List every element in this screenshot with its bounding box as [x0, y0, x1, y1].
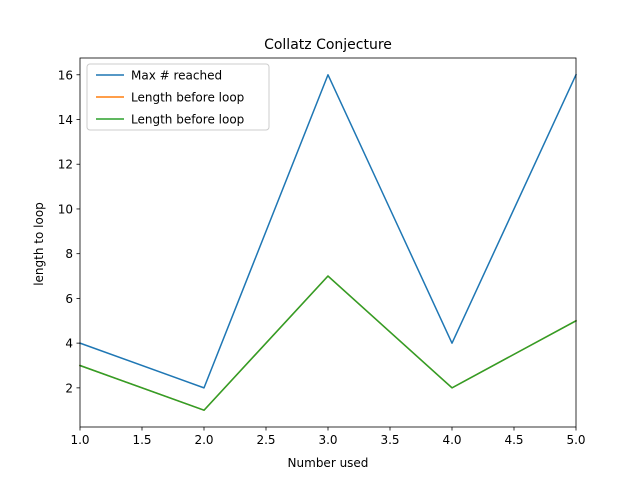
- legend-label: Length before loop: [131, 113, 244, 127]
- y-tick-label: 6: [65, 292, 73, 306]
- y-tick-label: 8: [65, 247, 73, 261]
- y-tick-label: 4: [65, 337, 73, 351]
- legend-label: Max # reached: [131, 69, 222, 83]
- x-tick-label: 1.5: [132, 433, 151, 447]
- chart-title: Collatz Conjecture: [264, 37, 392, 53]
- x-tick-label: 5.0: [566, 433, 585, 447]
- x-tick-label: 4.0: [442, 433, 461, 447]
- y-tick-label: 14: [58, 113, 73, 127]
- y-axis-label: length to loop: [32, 202, 46, 286]
- series-line-1: [79, 73, 577, 389]
- y-tick-label: 16: [58, 68, 73, 82]
- x-tick-label: 3.0: [318, 433, 337, 447]
- legend-label: Length before loop: [131, 91, 244, 105]
- x-tick-label: 4.5: [504, 433, 523, 447]
- y-tick-label: 10: [58, 202, 73, 216]
- y-tick-label: 12: [58, 158, 73, 172]
- plot-area: 1.0 1.5 2.0 2.5 3.0 3.5 4.0 4.5 5.0 2 4 6 8 10 12 14 16 M…: [58, 57, 586, 447]
- x-tick-label: 1.0: [70, 433, 89, 447]
- x-tick-label: 2.5: [256, 433, 275, 447]
- y-tick-label: 2: [65, 381, 73, 395]
- x-axis-label: Number used: [288, 456, 369, 470]
- series-line-3: [79, 275, 578, 411]
- x-tick-label: 3.5: [380, 433, 399, 447]
- x-tick-label: 2.0: [194, 433, 213, 447]
- legend-box: [86, 63, 270, 131]
